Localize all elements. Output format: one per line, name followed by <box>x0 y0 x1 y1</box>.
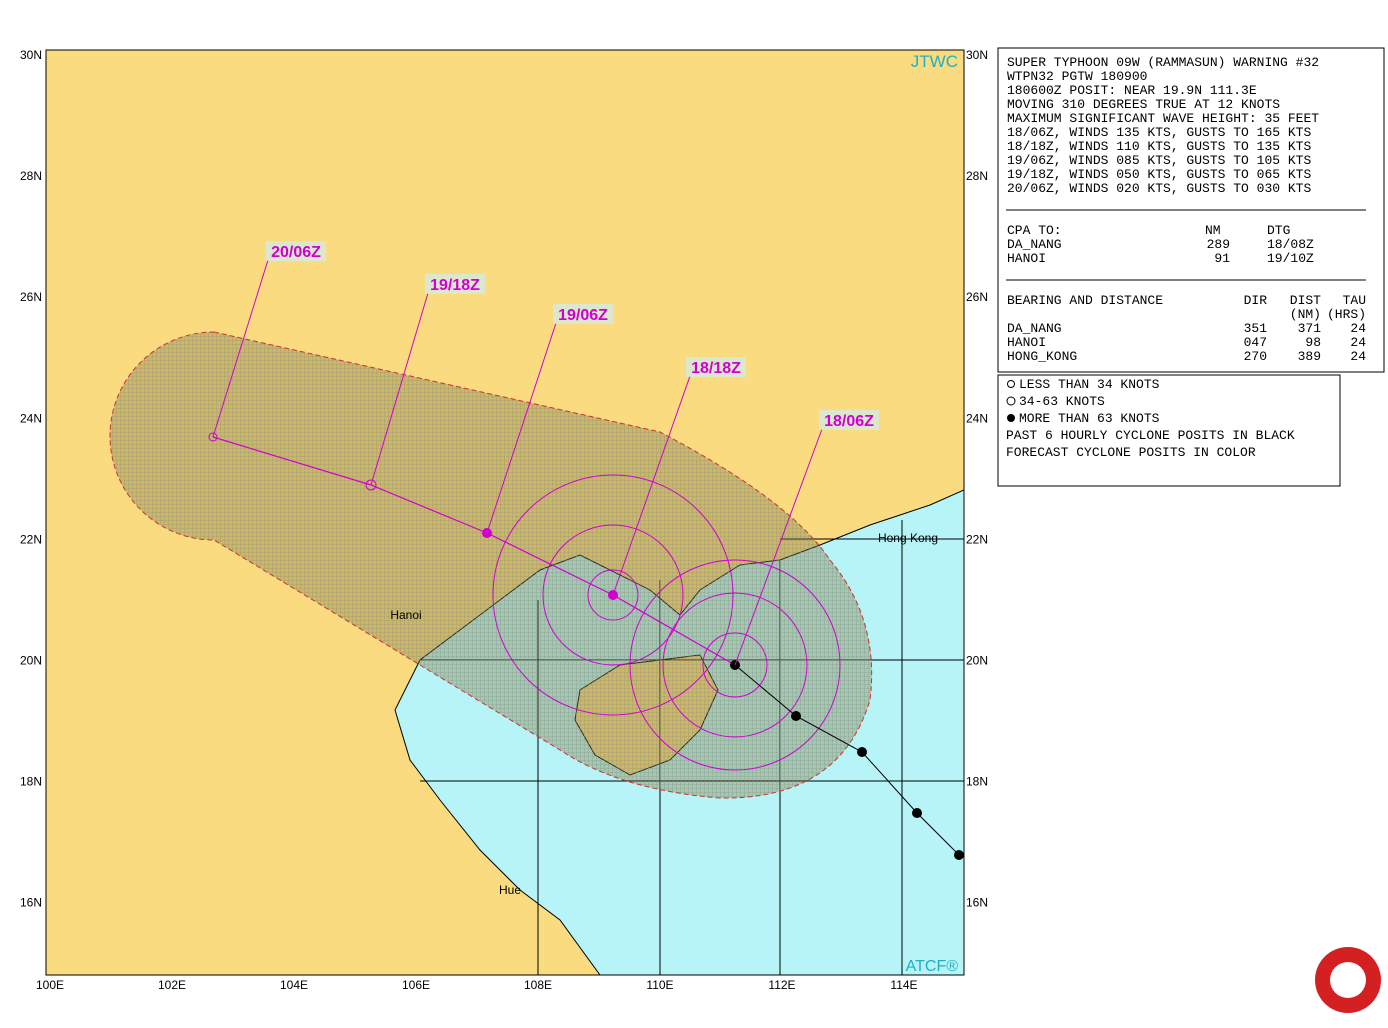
past-positions <box>730 660 964 860</box>
label-bg <box>553 304 613 324</box>
bearing-header: TAU <box>1343 293 1366 308</box>
place: Hue <box>499 883 521 897</box>
forecast-label: 18/06Z <box>824 413 874 430</box>
lon-label: 114E <box>890 978 917 992</box>
forecast-label: 19/06Z <box>558 307 608 324</box>
label-leaders <box>212 259 823 666</box>
legend-entry: PAST 6 HOURLY CYCLONE POSITS IN BLACK <box>1006 428 1295 443</box>
bearing-header: DIST <box>1290 293 1321 308</box>
lat-label: 28N <box>966 169 988 183</box>
bearing-header: BEARING AND DISTANCE <box>1007 293 1163 308</box>
lat-label: 30N <box>966 48 988 62</box>
label-bg <box>819 410 879 430</box>
legend-entry: LESS THAN 34 KNOTS <box>1019 377 1160 392</box>
lat-label: 20N <box>966 654 988 668</box>
bearing-cell: DA_NANG <box>1007 321 1062 336</box>
warning-line: 180600Z POSIT: NEAR 19.9N 111.3E <box>1007 83 1257 98</box>
forecast-label: 20/06Z <box>271 244 321 261</box>
bearing-cell: 351 <box>1244 321 1268 336</box>
lat-label: 22N <box>20 532 42 546</box>
credit: ATCF® <box>906 958 959 975</box>
wind-radii <box>492 474 841 771</box>
legend-entry: 34-63 KNOTS <box>1019 394 1105 409</box>
label-bg <box>686 357 746 377</box>
warning-line: MAXIMUM SIGNIFICANT WAVE HEIGHT: 35 FEET <box>1007 111 1319 126</box>
bearing-cell: HONG_KONG <box>1007 349 1077 364</box>
cpa-header: CPA TO: <box>1007 223 1062 238</box>
cpa-cell: 19/10Z <box>1267 251 1314 266</box>
bearing-cell: 24 <box>1350 335 1366 350</box>
warning-line: 19/06Z, WINDS 085 KTS, GUSTS TO 105 KTS <box>1007 153 1311 168</box>
cpa-cell: HANOI <box>1007 251 1046 266</box>
warning-line: 19/18Z, WINDS 050 KTS, GUSTS TO 065 KTS <box>1007 167 1311 182</box>
lat-label: 26N <box>966 290 988 304</box>
warning-line: MOVING 310 DEGREES TRUE AT 12 KNOTS <box>1007 97 1280 112</box>
warning-line: 20/06Z, WINDS 020 KTS, GUSTS TO 030 KTS <box>1007 181 1311 196</box>
warning-line: SUPER TYPHOON 09W (RAMMASUN) WARNING #32 <box>1007 55 1319 70</box>
bearing-cell: 047 <box>1244 335 1267 350</box>
legend-entry: MORE THAN 63 KNOTS <box>1019 411 1160 426</box>
lat-label: 16N <box>966 896 988 910</box>
bearing-cell: 371 <box>1298 321 1322 336</box>
map <box>46 50 964 975</box>
lat-label: 28N <box>20 169 42 183</box>
lon-label: 112E <box>768 978 795 992</box>
lat-label: 26N <box>20 290 42 304</box>
label-bg <box>266 241 326 261</box>
lat-label: 22N <box>966 532 988 546</box>
legend-symbol <box>1007 414 1015 422</box>
map-frame <box>45 49 965 976</box>
cpa-cell: DA_NANG <box>1007 237 1062 252</box>
lat-label: 24N <box>966 411 988 425</box>
cpa-cell: 18/08Z <box>1267 237 1314 252</box>
cpa-cell: 91 <box>1214 251 1230 266</box>
cpa-header: NM <box>1205 223 1221 238</box>
bearing-cell: HANOI <box>1007 335 1046 350</box>
bearing-header: DIR <box>1244 293 1268 308</box>
lon-label: 108E <box>524 978 552 992</box>
bearing-subheader: (HRS) <box>1327 307 1366 322</box>
warning-line: 18/18Z, WINDS 110 KTS, GUSTS TO 135 KTS <box>1007 139 1311 154</box>
legend-box <box>997 374 1341 487</box>
warning-line: WTPN32 PGTW 180900 <box>1007 69 1147 84</box>
danger-area-outline <box>109 331 873 799</box>
bearing-cell: 270 <box>1244 349 1267 364</box>
cpa-cell: 289 <box>1207 237 1230 252</box>
legend-symbol <box>1007 380 1015 388</box>
lon-label: 104E <box>280 978 308 992</box>
lon-label: 100E <box>36 978 64 992</box>
lat-label: 30N <box>20 48 42 62</box>
lat-label: 18N <box>20 775 42 789</box>
lon-label: 106E <box>402 978 430 992</box>
logo-inner <box>1330 962 1366 998</box>
forecast-label: 18/18Z <box>691 360 741 377</box>
lat-label: 24N <box>20 411 42 425</box>
legend-symbol <box>1006 396 1016 406</box>
bearing-cell: 24 <box>1350 349 1366 364</box>
place: Hanoi <box>390 608 421 622</box>
bearing-cell: 389 <box>1298 349 1321 364</box>
bearing-subheader: (NM) <box>1290 307 1321 322</box>
bearing-cell: 98 <box>1305 335 1321 350</box>
warning-line: 18/06Z, WINDS 135 KTS, GUSTS TO 165 KTS <box>1007 125 1311 140</box>
cpa-header: DTG <box>1267 223 1290 238</box>
legend-entry: FORECAST CYCLONE POSITS IN COLOR <box>1006 445 1256 460</box>
bearing-cell: 24 <box>1350 321 1366 336</box>
lat-label: 16N <box>20 896 42 910</box>
lat-label: 18N <box>966 775 988 789</box>
lon-label: 110E <box>646 978 673 992</box>
agency: JTWC <box>911 52 958 71</box>
lon-label: 102E <box>158 978 186 992</box>
forecast-label: 19/18Z <box>430 277 480 294</box>
lat-label: 20N <box>20 654 42 668</box>
place: Hong Kong <box>878 531 938 545</box>
label-bg <box>425 274 485 294</box>
